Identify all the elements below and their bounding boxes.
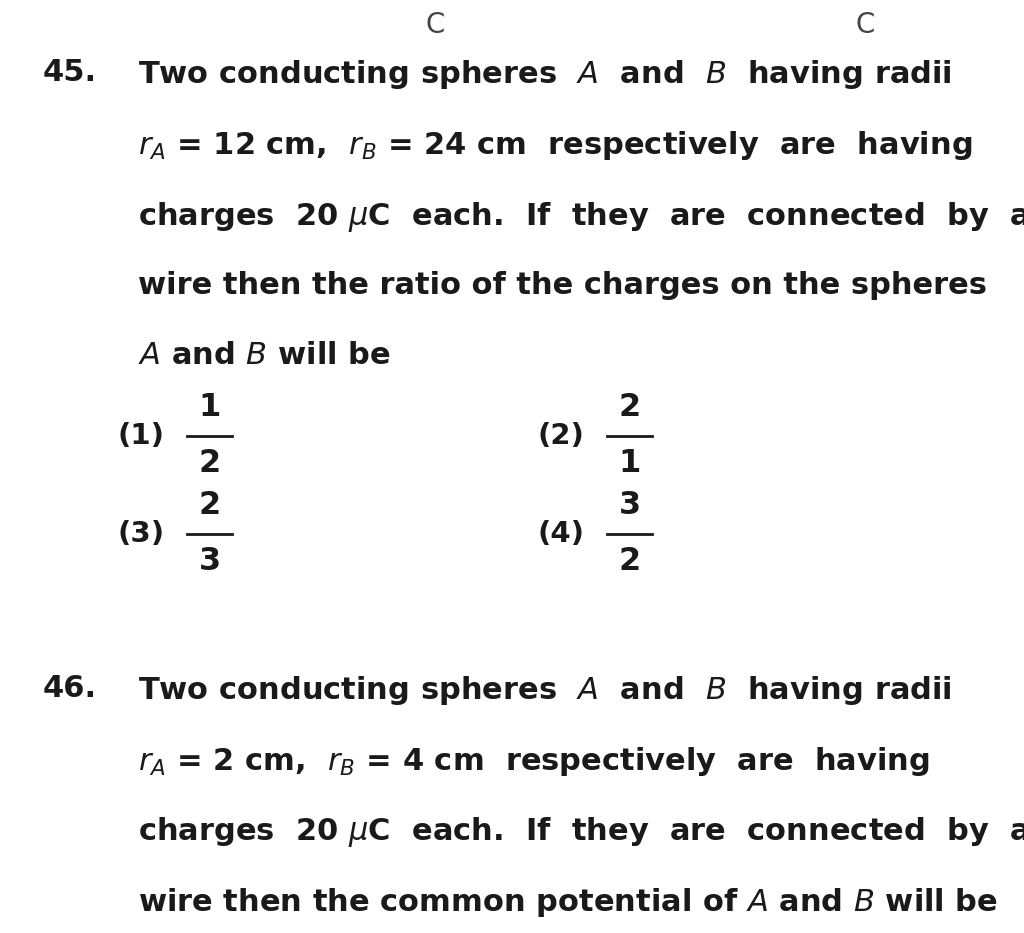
Text: 3: 3	[618, 490, 641, 522]
Text: (3): (3)	[118, 520, 165, 548]
Text: $A$ and $B$ will be: $A$ and $B$ will be	[138, 341, 391, 370]
Text: charges  20 $\mu$C  each.  If  they  are  connected  by  a: charges 20 $\mu$C each. If they are conn…	[138, 815, 1024, 849]
Text: $r_A$ = 2 cm,  $r_B$ = 4 cm  respectively  are  having: $r_A$ = 2 cm, $r_B$ = 4 cm respectively …	[138, 745, 930, 777]
Text: Two conducting spheres  $A$  and  $B$  having radii: Two conducting spheres $A$ and $B$ havin…	[138, 58, 952, 91]
Text: C: C	[426, 11, 444, 39]
Text: 2: 2	[618, 546, 641, 578]
Text: 2: 2	[199, 490, 221, 522]
Text: 2: 2	[618, 392, 641, 424]
Text: wire then the common potential of $A$ and $B$ will be: wire then the common potential of $A$ an…	[138, 886, 998, 919]
Text: 46.: 46.	[43, 674, 97, 703]
Text: 3: 3	[199, 546, 221, 578]
Text: (4): (4)	[538, 520, 585, 548]
Text: charges  20 $\mu$C  each.  If  they  are  connected  by  a: charges 20 $\mu$C each. If they are conn…	[138, 200, 1024, 233]
Text: wire then the ratio of the charges on the spheres: wire then the ratio of the charges on th…	[138, 271, 987, 299]
Text: C: C	[856, 11, 874, 39]
Text: 2: 2	[199, 448, 221, 480]
Text: 1: 1	[199, 392, 221, 424]
Text: Two conducting spheres  $A$  and  $B$  having radii: Two conducting spheres $A$ and $B$ havin…	[138, 674, 952, 706]
Text: $r_A$ = 12 cm,  $r_B$ = 24 cm  respectively  are  having: $r_A$ = 12 cm, $r_B$ = 24 cm respectivel…	[138, 129, 973, 161]
Text: (2): (2)	[538, 422, 585, 450]
Text: 45.: 45.	[43, 58, 97, 87]
Text: (1): (1)	[118, 422, 165, 450]
Text: 1: 1	[618, 448, 641, 480]
